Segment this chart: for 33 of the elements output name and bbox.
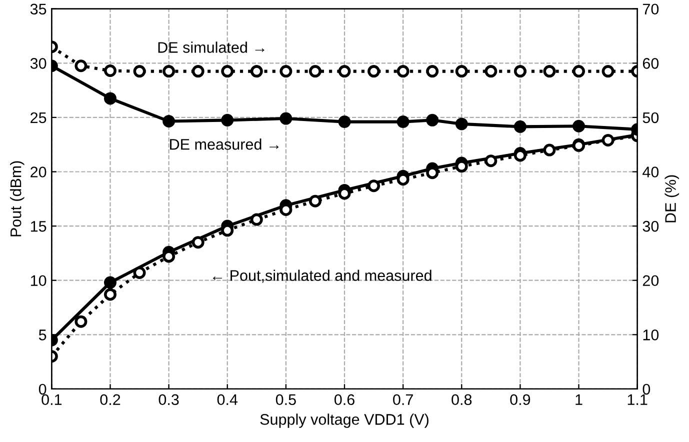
y-tick-label: 20 [30, 166, 46, 178]
y-axis-title: Pout (dBm) [10, 161, 24, 236]
x-tick-label: 0.5 [276, 394, 296, 406]
x-axis-title: Supply voltage VDD1 (V) [260, 414, 428, 428]
x-tick-label: 0.2 [100, 394, 120, 406]
y-tick-label: 10 [30, 275, 46, 286]
y-tick-label: 35 [30, 4, 46, 15]
y-tick-label: 0 [38, 384, 46, 395]
y-tick-label: 25 [30, 112, 46, 124]
x-tick-label: 0.1 [42, 394, 62, 406]
y-tick-label: 30 [30, 58, 46, 69]
y2-axis-title: DE (%) [664, 175, 679, 222]
x-tick-label: 0.4 [217, 394, 238, 406]
annotation: ← Pout,simulated and measured [212, 270, 432, 283]
y2-tick-label: 50 [642, 112, 659, 124]
x-tick-label: 1.1 [628, 394, 648, 405]
y2-tick-label: 30 [642, 220, 659, 232]
annotation: DE measured → [170, 138, 279, 150]
y2-tick-label: 10 [643, 330, 659, 340]
x-tick-label: 0.6 [334, 394, 354, 406]
annotation: DE simulated → [158, 42, 264, 53]
y2-tick-label: 40 [642, 166, 659, 178]
x-tick-label: 0.3 [158, 394, 179, 406]
y2-tick-label: 60 [642, 58, 659, 69]
x-tick-label: 1 [576, 394, 582, 405]
y2-tick-label: 0 [642, 384, 650, 395]
y-tick-label: 5 [38, 330, 46, 340]
x-tick-label: 0.7 [393, 394, 413, 406]
y2-tick-label: 70 [642, 4, 659, 15]
x-tick-label: 0.9 [510, 394, 530, 406]
y-tick-label: 15 [30, 221, 46, 232]
x-tick-label: 0.8 [452, 394, 472, 406]
y2-tick-label: 20 [642, 275, 659, 286]
